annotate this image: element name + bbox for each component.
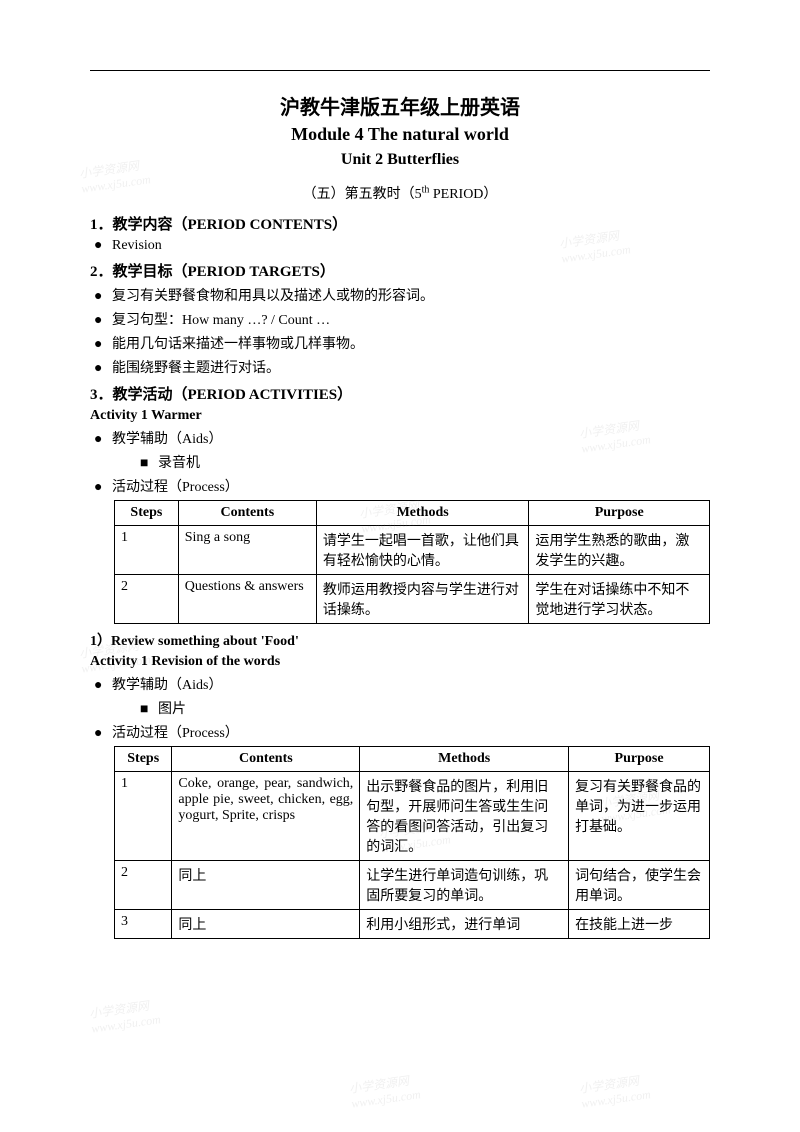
cell-methods: 教师运用教授内容与学生进行对话操练。	[316, 575, 529, 624]
th-methods: Methods	[360, 747, 569, 772]
bullet-icon: ●	[94, 337, 112, 353]
activity2-aids-item: ■图片	[90, 698, 710, 718]
section1-item: ●Revision	[90, 238, 710, 254]
cell-purpose: 词句结合，使学生会用单词。	[569, 861, 710, 910]
section2-item-1-text: 复习句型：How many …? / Count …	[112, 313, 330, 328]
activity1-aids-item-text: 录音机	[158, 456, 200, 471]
cell-methods: 请学生一起唱一首歌，让他们具有轻松愉快的心情。	[316, 526, 529, 575]
bullet-icon: ●	[94, 361, 112, 377]
cell-contents: Sing a song	[178, 526, 316, 575]
section2-item-2-text: 能用几句话来描述一样事物或几样事物。	[112, 337, 364, 352]
section2-item-0-text: 复习有关野餐食物和用具以及描述人或物的形容词。	[112, 289, 434, 304]
table-row: 1 Coke, orange, pear, sandwich, apple pi…	[115, 772, 710, 861]
activity2-aids-label: 教学辅助（Aids）	[112, 678, 222, 693]
section2-item-3-text: 能围绕野餐主题进行对话。	[112, 361, 280, 376]
period-prefix: （五）第五教时（5	[303, 187, 422, 202]
cell-contents: Coke, orange, pear, sandwich, apple pie,…	[172, 772, 360, 861]
section2-item-1: ●复习句型：How many …? / Count …	[90, 309, 710, 329]
review-line2: Activity 1 Revision of the words	[90, 654, 710, 670]
activity1-process: ●活动过程（Process）	[90, 476, 710, 496]
activity2-process-label: 活动过程（Process）	[112, 726, 239, 741]
table-header-row: Steps Contents Methods Purpose	[115, 501, 710, 526]
section1-item-text: Revision	[112, 238, 162, 253]
activity1-aids-item: ■录音机	[90, 452, 710, 472]
watermark: 小学资源网www.xj5u.com	[578, 1070, 652, 1111]
bullet-icon: ●	[94, 313, 112, 329]
cell-contents: 同上	[172, 861, 360, 910]
th-contents: Contents	[178, 501, 316, 526]
section2-item-0: ●复习有关野餐食物和用具以及描述人或物的形容词。	[90, 285, 710, 305]
cell-methods: 让学生进行单词造句训练，巩固所要复习的单词。	[360, 861, 569, 910]
section2-heading: 2．教学目标（PERIOD TARGETS）	[90, 260, 710, 281]
activity2-table: Steps Contents Methods Purpose 1 Coke, o…	[114, 746, 710, 939]
title-module: Module 4 The natural world	[90, 124, 710, 145]
th-purpose: Purpose	[569, 747, 710, 772]
bullet-icon: ●	[94, 432, 112, 448]
watermark: 小学资源网www.xj5u.com	[348, 1070, 422, 1111]
section2-item-2: ●能用几句话来描述一样事物或几样事物。	[90, 333, 710, 353]
activity2-aids: ●教学辅助（Aids）	[90, 674, 710, 694]
bullet-icon: ●	[94, 238, 112, 254]
section1-heading: 1．教学内容（PERIOD CONTENTS）	[90, 213, 710, 234]
th-contents: Contents	[172, 747, 360, 772]
table-row: 3 同上 利用小组形式，进行单词 在技能上进一步	[115, 910, 710, 939]
th-steps: Steps	[115, 501, 179, 526]
cell-contents: 同上	[172, 910, 360, 939]
period-line: （五）第五教时（5th PERIOD）	[90, 183, 710, 203]
cell-contents: Questions & answers	[178, 575, 316, 624]
activity1-process-label: 活动过程（Process）	[112, 480, 239, 495]
activity2-process: ●活动过程（Process）	[90, 722, 710, 742]
review-line1: 1）Review something about 'Food'	[90, 630, 710, 650]
period-suffix: PERIOD）	[429, 187, 497, 202]
cell-methods: 利用小组形式，进行单词	[360, 910, 569, 939]
activity1-table: Steps Contents Methods Purpose 1 Sing a …	[114, 500, 710, 624]
cell-methods: 出示野餐食品的图片，利用旧句型，开展师问生答或生生问答的看图问答活动，引出复习的…	[360, 772, 569, 861]
title-main: 沪教牛津版五年级上册英语	[90, 91, 710, 120]
watermark: 小学资源网www.xj5u.com	[88, 995, 162, 1036]
title-unit: Unit 2 Butterflies	[90, 151, 710, 169]
header-divider	[90, 70, 710, 71]
activity2-aids-item-text: 图片	[158, 702, 186, 717]
cell-purpose: 学生在对话操练中不知不觉地进行学习状态。	[529, 575, 710, 624]
table-row: 2 Questions & answers 教师运用教授内容与学生进行对话操练。…	[115, 575, 710, 624]
cell-step: 1	[115, 772, 172, 861]
square-bullet-icon: ■	[140, 702, 158, 718]
table-header-row: Steps Contents Methods Purpose	[115, 747, 710, 772]
bullet-icon: ●	[94, 480, 112, 496]
section2-item-3: ●能围绕野餐主题进行对话。	[90, 357, 710, 377]
bullet-icon: ●	[94, 289, 112, 305]
cell-step: 1	[115, 526, 179, 575]
cell-purpose: 在技能上进一步	[569, 910, 710, 939]
bullet-icon: ●	[94, 726, 112, 742]
activity1-aids: ●教学辅助（Aids）	[90, 428, 710, 448]
cell-purpose: 运用学生熟悉的歌曲，激发学生的兴趣。	[529, 526, 710, 575]
activity1-title: Activity 1 Warmer	[90, 408, 710, 424]
cell-step: 2	[115, 861, 172, 910]
table-row: 1 Sing a song 请学生一起唱一首歌，让他们具有轻松愉快的心情。 运用…	[115, 526, 710, 575]
square-bullet-icon: ■	[140, 456, 158, 472]
activity1-aids-label: 教学辅助（Aids）	[112, 432, 222, 447]
bullet-icon: ●	[94, 678, 112, 694]
cell-step: 3	[115, 910, 172, 939]
section3-heading: 3．教学活动（PERIOD ACTIVITIES）	[90, 383, 710, 404]
th-purpose: Purpose	[529, 501, 710, 526]
cell-step: 2	[115, 575, 179, 624]
th-steps: Steps	[115, 747, 172, 772]
th-methods: Methods	[316, 501, 529, 526]
table-row: 2 同上 让学生进行单词造句训练，巩固所要复习的单词。 词句结合，使学生会用单词…	[115, 861, 710, 910]
cell-purpose: 复习有关野餐食品的单词，为进一步运用打基础。	[569, 772, 710, 861]
